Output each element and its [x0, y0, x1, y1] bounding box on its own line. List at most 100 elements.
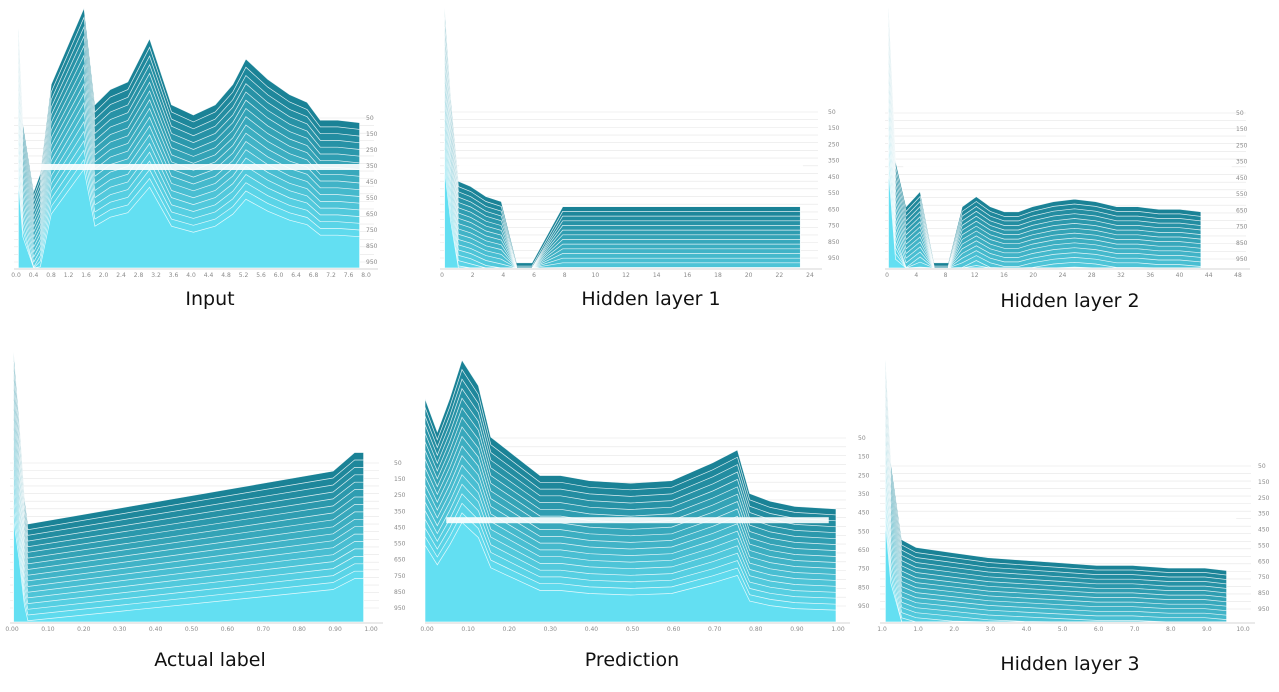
- x-tick-label: 0.20: [503, 626, 517, 633]
- panel-caption: Hidden layer 2: [1000, 290, 1139, 312]
- y-tick-label: 550: [1258, 542, 1270, 549]
- x-tick-label: 10: [592, 272, 600, 279]
- x-tick-label: 3.0: [986, 626, 996, 633]
- y-tick-label: 750: [858, 566, 870, 573]
- y-tick-label: 550: [1236, 191, 1248, 198]
- block-separator: [459, 164, 803, 170]
- y-tick-label: 350: [1258, 511, 1270, 518]
- x-tick-label: 4.8: [221, 272, 231, 279]
- x-tick-label: 12: [622, 272, 630, 279]
- x-tick-label: 8: [944, 272, 948, 279]
- y-tick-label: 850: [858, 584, 870, 591]
- y-tick-label: 150: [1258, 479, 1270, 486]
- chart-panel-3: 0.00 0.10 0.20 0.30 0.40 0.50 0.60 0.70 0.80 0.90…: [5, 351, 406, 671]
- y-tick-label: 650: [828, 206, 840, 213]
- x-tick-label: 0.40: [149, 626, 163, 633]
- ridge-area-14: [885, 493, 1227, 622]
- y-tick-label: 850: [366, 243, 378, 250]
- block-separator: [446, 517, 829, 524]
- x-tick-label: 12: [971, 272, 979, 279]
- x-tick-label: 0.30: [544, 626, 558, 633]
- panel-caption: Hidden layer 3: [1000, 653, 1139, 675]
- y-tick-label: 850: [394, 589, 406, 596]
- ridge-layers: [425, 359, 837, 622]
- y-tick-label: 150: [858, 454, 870, 461]
- x-tick-label: 6.8: [309, 272, 319, 279]
- chart-panel-1: 0 2 4 6 8 10 12 14 16 18 20 22 245015025035045055065…: [440, 7, 840, 310]
- y-tick-label: 750: [366, 227, 378, 234]
- x-tick-label: 0.00: [5, 626, 19, 633]
- y-tick-label: 950: [858, 603, 870, 610]
- y-tick-label: 450: [1236, 175, 1248, 182]
- chart-panel-5: 1.0 1.0 2.0 3.0 4.0 5.0 6.0 7.0 8.0 9.0 10.0 50 150 2…: [877, 359, 1270, 675]
- ridge-area-0: [885, 359, 1227, 622]
- ridge-area-14: [888, 140, 1201, 268]
- y-tick-label: 650: [1236, 207, 1248, 214]
- x-tick-label: 6.4: [291, 272, 301, 279]
- y-tick-label: 350: [858, 491, 870, 498]
- y-tick-label: 950: [1236, 256, 1248, 263]
- y-tick-label: 150: [394, 476, 406, 483]
- y-tick-label: 50: [1236, 110, 1244, 117]
- chart-panel-2: 0 4 8 12 16 20 24 28 32 36 40 44 4850150250350450550…: [885, 7, 1250, 312]
- x-tick-label: 1.00: [831, 626, 845, 633]
- y-tick-label: 250: [858, 472, 870, 479]
- x-tick-label: 16: [1000, 272, 1008, 279]
- y-tick-label: 950: [366, 259, 378, 266]
- y-tick-label: 450: [366, 179, 378, 186]
- x-tick-label: 2.4: [116, 272, 126, 279]
- y-tick-label: 250: [394, 492, 406, 499]
- x-tick-label: 16: [684, 272, 692, 279]
- x-tick-label: 9.0: [1202, 626, 1212, 633]
- x-tick-label: 44: [1205, 272, 1213, 279]
- y-tick-label: 150: [366, 131, 378, 138]
- block-separator: [32, 164, 360, 170]
- x-tick-label: 0.0: [11, 272, 21, 279]
- ridge-area-17: [18, 168, 360, 268]
- x-tick-label: 20: [745, 272, 753, 279]
- y-tick-label: 550: [828, 190, 840, 197]
- panel-caption: Input: [185, 288, 234, 310]
- x-tick-label: 6: [532, 272, 536, 279]
- ridge-area-15: [885, 503, 1227, 622]
- y-tick-label: 150: [828, 125, 840, 132]
- y-tick-label: 450: [828, 174, 840, 181]
- x-tick-label: 8: [563, 272, 567, 279]
- x-tick-label: 7.2: [326, 272, 336, 279]
- x-tick-label: 1.2: [64, 272, 74, 279]
- ridge-layers: [888, 7, 1232, 268]
- x-tick-label: 0.60: [667, 626, 681, 633]
- y-tick-label: 250: [366, 147, 378, 154]
- y-tick-label: 550: [394, 541, 406, 548]
- y-tick-label: 350: [1236, 159, 1248, 166]
- ridge-area-15: [444, 150, 801, 268]
- x-tick-label: 0.20: [77, 626, 91, 633]
- x-tick-label: 40: [1176, 272, 1184, 279]
- ridge-area-12: [888, 121, 1202, 268]
- y-tick-label: 850: [828, 239, 840, 246]
- ridge-area-16: [885, 512, 1227, 622]
- ridge-area-14: [444, 140, 801, 268]
- y-tick-label: 750: [828, 223, 840, 230]
- panel-caption: Prediction: [585, 649, 679, 671]
- y-tick-label: 50: [366, 115, 374, 122]
- x-tick-label: 20: [1029, 272, 1037, 279]
- panel-caption: Hidden layer 1: [581, 288, 720, 310]
- ridge-area-12: [444, 121, 801, 268]
- x-tick-label: 10.0: [1236, 626, 1250, 633]
- y-tick-label: 50: [858, 435, 866, 442]
- x-tick-label: 22: [776, 272, 784, 279]
- y-tick-label: 850: [1258, 590, 1270, 597]
- y-tick-label: 150: [1236, 126, 1248, 133]
- y-tick-label: 850: [1236, 240, 1248, 247]
- ridge-layers: [13, 351, 364, 622]
- x-tick-label: 4.0: [1022, 626, 1032, 633]
- y-tick-label: 450: [394, 524, 406, 531]
- y-tick-label: 750: [1236, 224, 1248, 231]
- x-tick-label: 48: [1234, 272, 1242, 279]
- y-tick-label: 350: [828, 158, 840, 165]
- x-tick-label: 0.90: [328, 626, 342, 633]
- x-tick-label: 0: [440, 272, 444, 279]
- x-tick-label: 0.00: [420, 626, 434, 633]
